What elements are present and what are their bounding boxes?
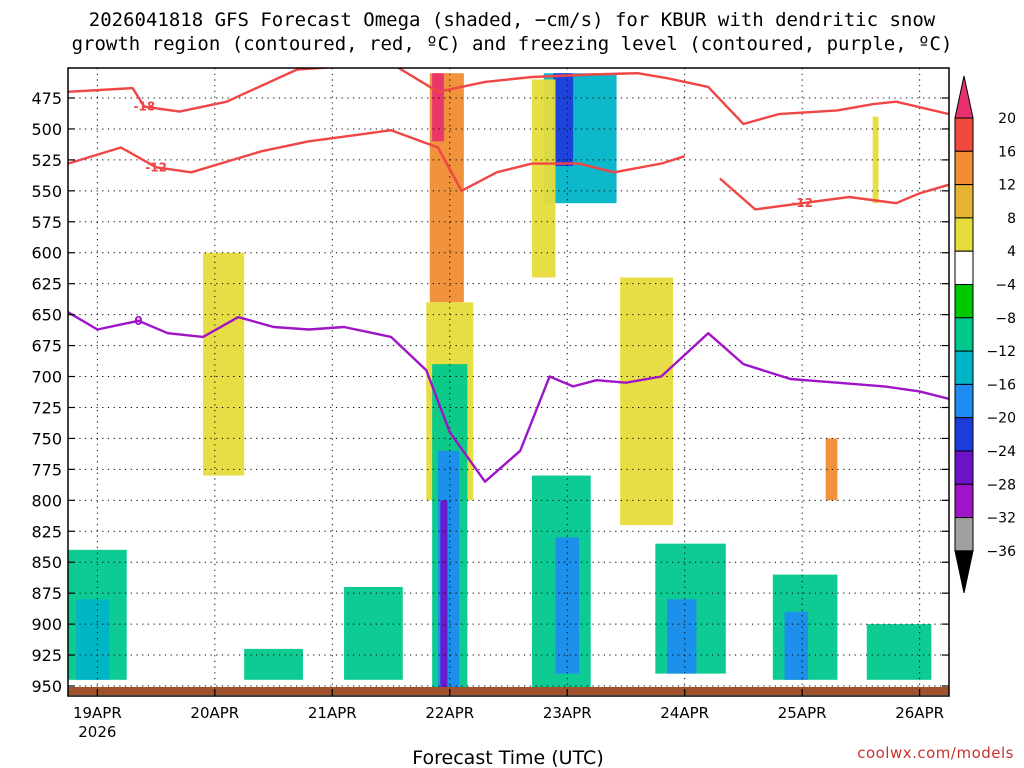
colorbar-label: 12 [998, 178, 1016, 194]
y-tick-label: 900 [31, 615, 62, 634]
y-axis: 475 500 525 550 575 600 625 650 675 700 725 750 775 8… [31, 89, 949, 696]
title-line-1: 2026041818 GFS Forecast Omega (shaded, −… [88, 9, 936, 31]
y-tick-label: 550 [31, 182, 62, 201]
omega-shaded-region [531, 79, 556, 278]
omega-shaded-region [440, 500, 448, 689]
colorbar: 20 16 12 8 4 −4 −8 −12 −16 −20 −24 −28 −32 −36 [954, 75, 1016, 594]
dgz-minus-12-upper-label: -12 [145, 160, 167, 174]
colorbar-label: −36 [986, 544, 1016, 560]
colorbar-swatch [954, 383, 974, 419]
omega-shading-layer [68, 73, 949, 695]
omega-shaded-region [432, 73, 444, 142]
y-tick-label: 825 [31, 522, 62, 541]
omega-shaded-region [76, 599, 110, 680]
colorbar-swatch [954, 284, 974, 319]
colorbar-label: 20 [998, 111, 1016, 127]
colorbar-swatch [954, 250, 974, 285]
colorbar-swatch [954, 517, 974, 552]
omega-shaded-region [667, 599, 697, 674]
y-tick-label: 575 [31, 213, 62, 232]
omega-shaded-region [825, 438, 838, 501]
omega-shaded-region [784, 611, 809, 680]
ground-band [68, 687, 949, 695]
watermark: coolwx.com/models [857, 744, 1014, 762]
x-tick-label: 24APR [660, 704, 709, 722]
title-line-2: growth region (contoured, red, ºC) and f… [71, 33, 953, 55]
colorbar-label: −8 [995, 311, 1016, 327]
colorbar-label: −32 [986, 511, 1016, 527]
y-tick-label: 850 [31, 553, 62, 572]
x-tick-label: 20APR [190, 704, 239, 722]
y-tick-label: 950 [31, 677, 62, 696]
colorbar-label: 16 [998, 144, 1016, 160]
omega-shaded-region [555, 537, 579, 674]
y-tick-label: 525 [31, 151, 62, 170]
plot-frame [67, 67, 950, 697]
y-tick-label: 875 [31, 584, 62, 603]
colorbar-label: −24 [986, 444, 1016, 460]
gridlines [68, 68, 949, 696]
y-tick-label: 800 [31, 491, 62, 510]
colorbar-label: 8 [1007, 211, 1016, 227]
dgz-minus-12-lower-contour [719, 177, 949, 211]
colorbar-swatch [954, 117, 974, 152]
colorbar-swatch [954, 217, 974, 252]
omega-shaded-region [872, 116, 879, 204]
colorbar-bottom-arrow [954, 550, 974, 594]
colorbar-swatch [954, 184, 974, 219]
colorbar-label: −4 [995, 278, 1016, 294]
colorbar-swatch [954, 317, 974, 352]
x-tick-label: 21APR [308, 704, 357, 722]
y-tick-label: 675 [31, 337, 62, 356]
x-tick-label: 19APR [73, 704, 122, 722]
chart-title: 2026041818 GFS Forecast Omega (shaded, −… [0, 8, 1024, 56]
y-tick-label: 500 [31, 120, 62, 139]
colorbar-swatch [954, 483, 974, 519]
omega-shaded-region [344, 586, 403, 680]
colorbar-label: −12 [986, 344, 1016, 360]
colorbar-swatch [954, 450, 974, 485]
colorbar-swatch [954, 150, 974, 186]
colorbar-label: −20 [986, 411, 1016, 427]
dgz-minus-18-contour [68, 68, 949, 126]
x-tick-label: 25APR [778, 704, 827, 722]
colorbar-top-arrow [954, 75, 974, 119]
y-tick-label: 750 [31, 429, 62, 448]
omega-shaded-region [866, 624, 932, 680]
y-tick-label: 925 [31, 646, 62, 665]
colorbar-swatch [954, 350, 974, 385]
omega-shaded-region [553, 73, 574, 167]
omega-shaded-region [620, 277, 673, 526]
x-tick-sublabel: 2026 [78, 723, 116, 741]
colorbar-swatch [954, 417, 974, 452]
colorbar-label: −28 [986, 477, 1016, 493]
y-tick-label: 700 [31, 368, 62, 387]
freezing-level-0-contour [68, 311, 949, 483]
dgz-minus-18-label: -18 [134, 100, 156, 114]
colorbar-label: −16 [986, 377, 1016, 393]
dgz-minus-12-upper-contour [68, 128, 686, 193]
y-tick-label: 475 [31, 89, 62, 108]
x-tick-label: 22APR [425, 704, 474, 722]
omega-shaded-region [244, 648, 303, 680]
x-tick-label: 26APR [895, 704, 944, 722]
omega-shaded-region [203, 252, 245, 476]
dgz-minus-12-lower-label: -12 [791, 196, 813, 210]
y-tick-label: 775 [31, 460, 62, 479]
y-tick-label: 600 [31, 244, 62, 263]
colorbar-label: 4 [1007, 244, 1016, 260]
x-tick-label: 23APR [543, 704, 592, 722]
contour-layer: -18 -12 -12 0 [68, 68, 949, 483]
y-tick-label: 725 [31, 398, 62, 417]
x-axis-label: Forecast Time (UTC) [412, 747, 603, 768]
y-tick-label: 650 [31, 306, 62, 325]
freezing-level-0-label: 0 [134, 314, 142, 328]
y-tick-label: 625 [31, 275, 62, 294]
